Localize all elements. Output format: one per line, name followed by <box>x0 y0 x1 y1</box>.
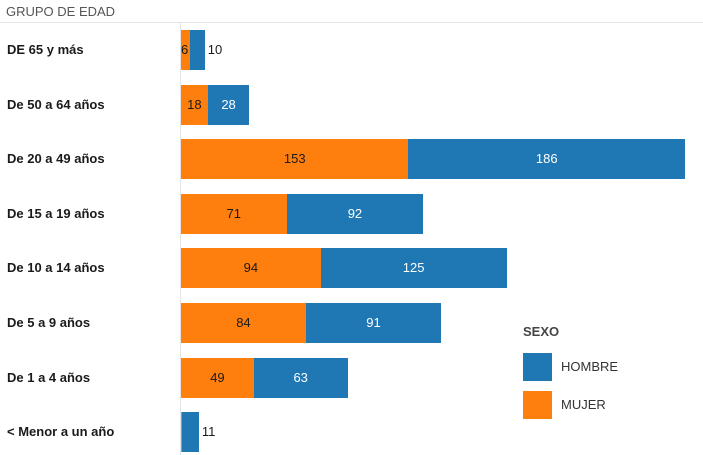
data-label-mujer: 71 <box>226 205 241 221</box>
data-label-mujer: 94 <box>243 260 259 276</box>
legend-item-hombre: HOMBRE <box>523 353 618 381</box>
data-label-mujer: 6 <box>181 42 189 57</box>
legend-item-mujer: MUJER <box>523 391 606 419</box>
data-label-mujer: 18 <box>187 96 202 112</box>
legend-label-mujer: MUJER <box>561 397 606 412</box>
bar-mujer <box>181 248 321 289</box>
bar-hombre <box>207 84 250 125</box>
legend-swatch-mujer <box>523 391 552 419</box>
category-label: De 15 a 19 años <box>7 205 105 221</box>
bar-mujer <box>181 193 287 234</box>
bar-mujer <box>181 412 183 453</box>
data-label-hombre: 91 <box>366 315 381 330</box>
category-label: DE 65 y más <box>7 42 84 57</box>
data-label-mujer: 84 <box>236 315 251 330</box>
legend-label-hombre: HOMBRE <box>561 359 619 374</box>
bar-hombre <box>182 412 199 453</box>
data-label-mujer: 49 <box>210 369 225 385</box>
data-label-hombre: 10 <box>207 42 223 57</box>
bar-mujer <box>181 303 306 343</box>
category-label: De 20 a 49 años <box>7 151 105 167</box>
bar-hombre <box>408 139 685 180</box>
legend-title: SEXO <box>523 324 560 339</box>
category-axis-header: GRUPO DE EDAD <box>6 4 116 19</box>
bar-mujer <box>181 84 208 125</box>
data-label-hombre: 28 <box>221 96 236 112</box>
bar-hombre <box>305 303 442 343</box>
category-axis-line <box>180 23 181 455</box>
bar-mujer <box>181 30 190 70</box>
data-label-mujer: 153 <box>283 151 306 167</box>
category-label: De 50 a 64 años <box>7 96 105 112</box>
category-label: De 5 a 9 años <box>7 315 91 330</box>
bar-hombre <box>320 248 507 289</box>
bar-mujer <box>181 139 409 180</box>
category-label: De 1 a 4 años <box>7 369 91 385</box>
header-divider <box>0 22 703 23</box>
category-label: De 10 a 14 años <box>7 260 105 276</box>
bar-mujer <box>181 357 254 398</box>
data-label-hombre: 92 <box>347 205 363 221</box>
legend-swatch-hombre <box>523 353 552 381</box>
legend: SEXO HOMBRE MUJER <box>523 324 618 429</box>
bar-hombre <box>253 357 348 398</box>
bar-hombre <box>286 193 424 234</box>
bar-hombre <box>189 30 205 70</box>
data-label-hombre: 63 <box>293 369 308 385</box>
data-label-hombre: 125 <box>402 260 425 276</box>
data-label-hombre: 11 <box>201 424 216 440</box>
data-label-hombre: 186 <box>535 151 558 167</box>
category-label: < Menor a un año <box>7 424 115 440</box>
